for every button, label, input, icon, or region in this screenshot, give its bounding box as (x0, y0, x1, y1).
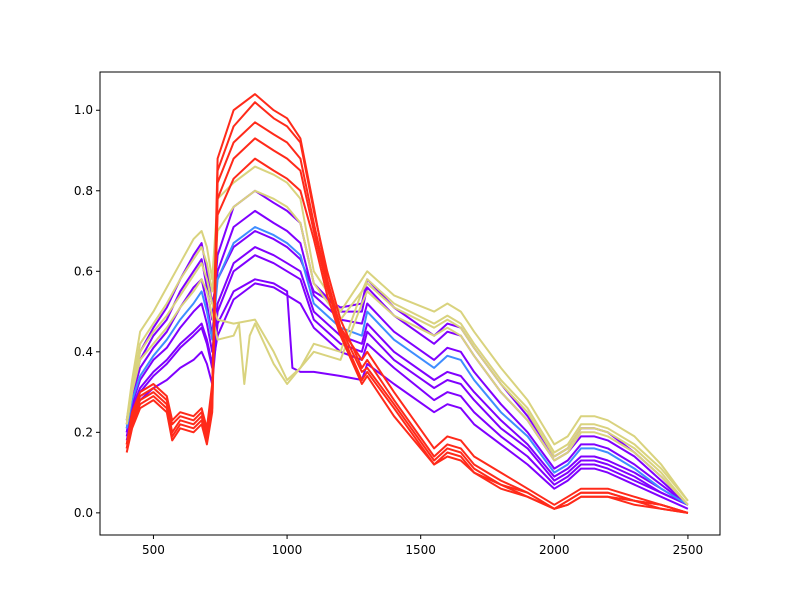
y-tick-label: 0.8 (74, 184, 93, 198)
y-tick-label: 0.2 (74, 425, 93, 439)
x-axis: 500 1000 1500 2000 2500 (142, 535, 703, 557)
x-tick-label: 1500 (405, 543, 436, 557)
x-tick-label: 500 (142, 543, 165, 557)
series-line-12 (125, 278, 689, 506)
y-tick-label: 1.0 (74, 103, 93, 117)
plot-frame (99, 71, 721, 536)
y-tick-label: 0.4 (74, 345, 93, 359)
x-tick-label: 1000 (272, 543, 303, 557)
x-tick-label: 2500 (673, 543, 704, 557)
series-line-17 (125, 157, 689, 514)
series-line-9 (125, 165, 689, 502)
series-line-7 (125, 254, 689, 506)
y-tick-label: 0.0 (74, 506, 93, 520)
series-line-11 (125, 262, 689, 506)
y-axis: 0.0 0.2 0.4 0.6 0.8 1.0 (74, 103, 100, 520)
x-tick-label: 2000 (539, 543, 570, 557)
series-line-6 (125, 278, 689, 510)
y-tick-label: 0.6 (74, 264, 93, 278)
plot-series-group (125, 93, 689, 514)
